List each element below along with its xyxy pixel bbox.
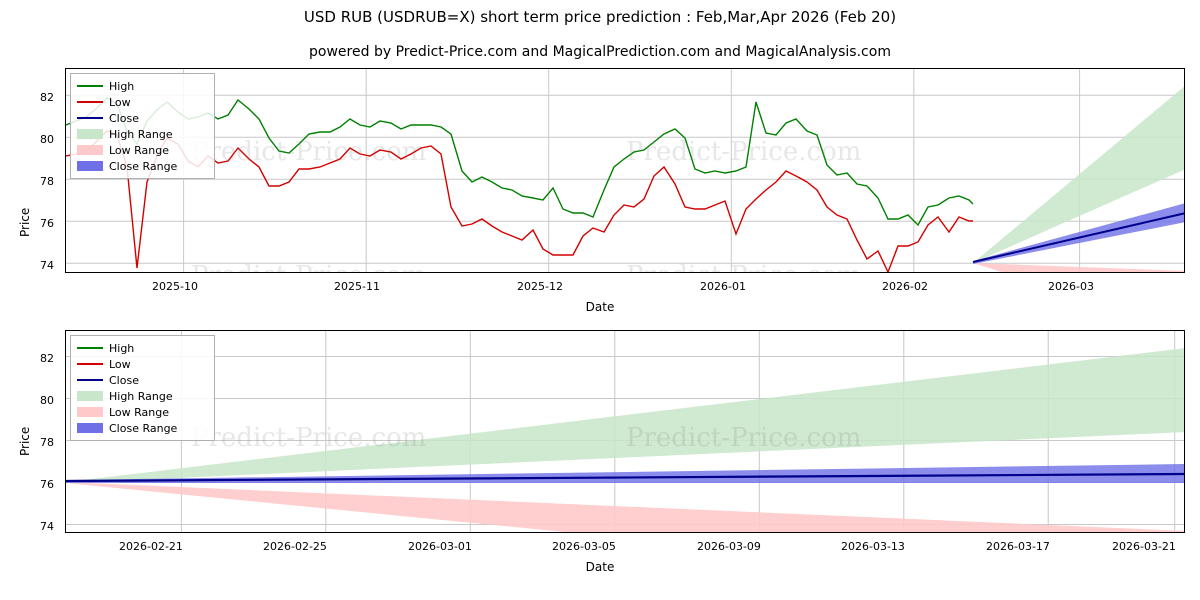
bottom-ytick-0: 74	[40, 520, 54, 533]
bottom-xtick-1: 2026-02-25	[263, 540, 327, 553]
top-close-forecast-line	[972, 212, 1184, 263]
top-plot-area: Predict-Price.com Predict-Price.com Pred…	[65, 68, 1185, 273]
bottom-legend: High Low Close High Range Low Range	[70, 335, 215, 441]
band-swatch-icon	[77, 145, 103, 155]
legend-label: Low Range	[109, 405, 170, 419]
page-subtitle: powered by Predict-Price.com and Magical…	[309, 44, 891, 60]
top-legend-item-high-range: High Range	[77, 126, 208, 142]
legend-label: High	[109, 79, 135, 93]
bottom-y-axis-label: Price	[18, 426, 32, 456]
top-ytick-3: 80	[40, 133, 54, 146]
top-xtick-3: 2026-01	[700, 280, 746, 293]
band-swatch-icon	[77, 391, 103, 401]
legend-label: Low	[109, 95, 131, 109]
top-ytick-1: 76	[40, 217, 54, 230]
top-low-range-band	[973, 263, 1184, 272]
bottom-xtick-0: 2026-02-21	[119, 540, 183, 553]
top-low-series	[66, 130, 973, 272]
line-swatch-icon	[77, 347, 103, 349]
legend-label: Close Range	[109, 421, 178, 435]
top-legend-item-high: High	[77, 78, 208, 94]
line-swatch-icon	[77, 101, 103, 103]
line-swatch-icon	[77, 363, 103, 365]
top-panel: Price 74 76 78 80 82	[0, 62, 1200, 314]
bottom-xtick-6: 2026-03-17	[986, 540, 1050, 553]
bottom-legend-item-low: Low	[77, 356, 208, 372]
bottom-low-range-band	[66, 482, 1184, 532]
bottom-ytick-1: 76	[40, 478, 54, 491]
legend-label: Low Range	[109, 143, 170, 157]
bottom-legend-item-high: High	[77, 340, 208, 356]
bottom-x-axis-label: Date	[585, 560, 615, 574]
bottom-xtick-2: 2026-03-01	[408, 540, 472, 553]
top-legend-item-low: Low	[77, 94, 208, 110]
bottom-close-forecast-line	[66, 472, 1184, 483]
bottom-legend-item-high-range: High Range	[77, 388, 208, 404]
top-legend-item-close-range: Close Range	[77, 158, 208, 174]
bottom-plot-svg	[66, 331, 1184, 532]
band-swatch-icon	[77, 129, 103, 139]
bottom-panel: Price 74 76 78 80 82	[0, 328, 1200, 598]
top-plot-svg	[66, 69, 1184, 272]
band-swatch-icon	[77, 407, 103, 417]
bottom-high-range-band	[66, 348, 1184, 483]
top-y-axis-label: Price	[18, 207, 32, 237]
top-xtick-0: 2025-10	[152, 280, 198, 293]
top-high-series	[66, 97, 974, 227]
line-swatch-icon	[77, 117, 103, 119]
top-legend-item-low-range: Low Range	[77, 142, 208, 158]
bottom-legend-item-close: Close	[77, 372, 208, 388]
band-swatch-icon	[77, 161, 103, 171]
top-xtick-4: 2026-02	[882, 280, 928, 293]
top-xtick-5: 2026-03	[1048, 280, 1094, 293]
bottom-legend-item-close-range: Close Range	[77, 420, 208, 436]
line-swatch-icon	[77, 379, 103, 381]
top-xtick-2: 2025-12	[517, 280, 563, 293]
bottom-plot-area: Predict-Price.com Predict-Price.com High…	[65, 330, 1185, 533]
bottom-xtick-7: 2026-03-21	[1112, 540, 1176, 553]
top-legend-item-close: Close	[77, 110, 208, 126]
bottom-xtick-4: 2026-03-09	[697, 540, 761, 553]
page-title: USD RUB (USDRUB=X) short term price pred…	[303, 8, 897, 26]
top-x-axis-label: Date	[585, 300, 615, 314]
top-legend: High Low Close High Range Low Range	[70, 73, 215, 179]
legend-label: Close	[109, 373, 139, 387]
bottom-xtick-3: 2026-03-05	[552, 540, 616, 553]
top-ytick-0: 74	[40, 259, 54, 272]
bottom-ytick-2: 78	[40, 436, 54, 449]
top-ytick-4: 82	[40, 91, 54, 104]
bottom-ytick-4: 82	[40, 352, 54, 365]
legend-label: High Range	[109, 389, 173, 403]
bottom-xtick-5: 2026-03-13	[841, 540, 905, 553]
bottom-legend-item-low-range: Low Range	[77, 404, 208, 420]
legend-label: High Range	[109, 127, 173, 141]
legend-label: High	[109, 341, 135, 355]
bottom-ytick-3: 80	[40, 394, 54, 407]
legend-label: Low	[109, 357, 131, 371]
line-swatch-icon	[77, 85, 103, 87]
legend-label: Close	[109, 111, 139, 125]
band-swatch-icon	[77, 423, 103, 433]
legend-label: Close Range	[109, 159, 178, 173]
top-ytick-2: 78	[40, 175, 54, 188]
top-high-range-band	[973, 86, 1184, 263]
top-xtick-1: 2025-11	[334, 280, 380, 293]
